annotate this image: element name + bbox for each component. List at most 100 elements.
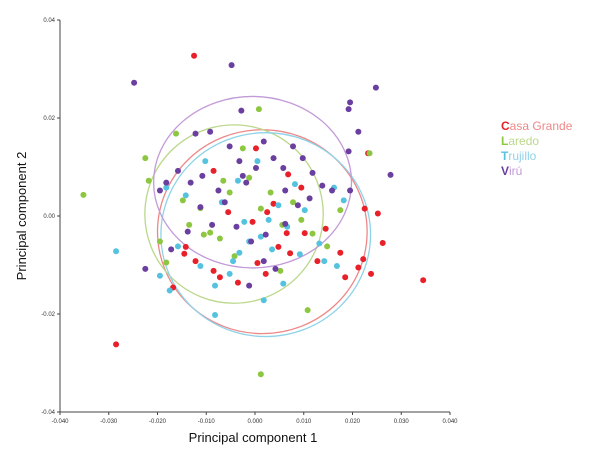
point-casa-grande [249,218,256,225]
point-laredo [239,145,246,152]
point-virú [207,128,214,135]
y-tick-label: 0.04 [43,18,55,24]
y-tick-label: 0.02 [43,116,55,122]
y-tick-label: 0.00 [43,214,55,220]
point-trujillo [202,158,209,165]
point-trujillo [260,297,267,304]
point-trujillo [156,272,163,279]
point-casa-grande [262,270,269,277]
data-points [80,52,427,378]
point-casa-grande [252,145,259,152]
point-laredo [255,106,262,113]
point-casa-grande [182,243,189,250]
point-trujillo [257,233,264,240]
x-tick-label: -0.040 [51,419,69,425]
point-laredo [226,189,233,196]
x-tick-label: -0.010 [198,419,216,425]
point-laredo [267,189,274,196]
point-casa-grande [283,230,290,237]
point-laredo [186,221,193,228]
point-virú [306,195,313,202]
point-virú [142,265,149,272]
point-casa-grande [191,52,198,59]
point-laredo [142,155,149,162]
point-virú [345,106,352,113]
point-casa-grande [210,167,217,174]
point-trujillo [241,218,248,225]
point-virú [226,143,233,150]
point-virú [192,130,199,137]
point-trujillo [212,311,219,318]
legend: Casa Grande Laredo Trujillo Virú [501,119,572,179]
point-trujillo [234,177,241,184]
point-laredo [220,177,227,184]
confidence-ellipses [144,95,372,338]
point-trujillo [197,262,204,269]
legend-lead-letter: T [501,149,509,163]
point-laredo [173,130,180,137]
point-virú [163,179,170,186]
point-virú [187,179,194,186]
x-tick-label: 0.030 [394,419,410,425]
point-casa-grande [360,256,367,263]
point-virú [197,204,204,211]
legend-item-viru: Virú [501,164,572,179]
point-trujillo [316,240,323,247]
point-casa-grande [285,171,292,178]
point-trujillo [291,181,298,188]
legend-label: asa Grande [509,119,573,133]
point-laredo [156,238,163,245]
x-tick-label: 0.020 [345,419,361,425]
axes: -0.040 -0.030 -0.020 -0.010 0.000 0.010 0.020 0… [41,18,458,425]
point-laredo [298,216,305,223]
point-trujillo [254,158,261,165]
ellipse-trujillo [160,132,372,338]
point-trujillo [275,202,282,209]
point-casa-grande [301,230,308,237]
point-virú [221,199,228,206]
point-trujillo [236,249,243,256]
point-casa-grande [275,243,282,250]
point-virú [131,79,138,86]
point-casa-grande [113,341,120,348]
x-tick-label: 0.040 [442,419,458,425]
point-virú [199,172,206,179]
point-virú [248,238,255,245]
point-virú [270,155,277,162]
point-trujillo [265,216,272,223]
ellipse-virú [152,95,353,269]
legend-lead-letter: V [501,164,510,178]
point-virú [243,179,250,186]
point-virú [236,158,243,165]
point-casa-grande [355,264,362,271]
point-virú [329,187,336,194]
x-tick-label: 0.010 [296,419,312,425]
point-laredo [179,197,186,204]
point-casa-grande [270,200,277,207]
point-casa-grande [420,277,427,284]
point-casa-grande [374,210,381,217]
point-virú [238,107,245,114]
point-trujillo [321,258,328,265]
y-axis-title: Principal component 2 [14,152,29,281]
point-trujillo [174,243,181,250]
point-virú [347,99,354,106]
point-virú [309,169,316,176]
point-casa-grande [225,209,232,216]
point-casa-grande [287,250,294,257]
point-trujillo [113,248,120,255]
point-virú [272,265,279,272]
point-trujillo [269,246,276,253]
point-virú [246,282,253,289]
y-tick-label: -0.02 [41,312,55,318]
point-laredo [290,199,297,206]
point-virú [262,231,269,238]
legend-lead-letter: L [501,134,509,148]
point-casa-grande [264,209,271,216]
point-trujillo [163,184,170,191]
point-casa-grande [192,258,199,265]
point-casa-grande [379,239,386,246]
legend-item-laredo: Laredo [501,134,572,149]
y-ticks: -0.04 -0.02 0.00 0.02 0.04 [41,18,60,416]
ellipse-laredo [144,124,324,304]
